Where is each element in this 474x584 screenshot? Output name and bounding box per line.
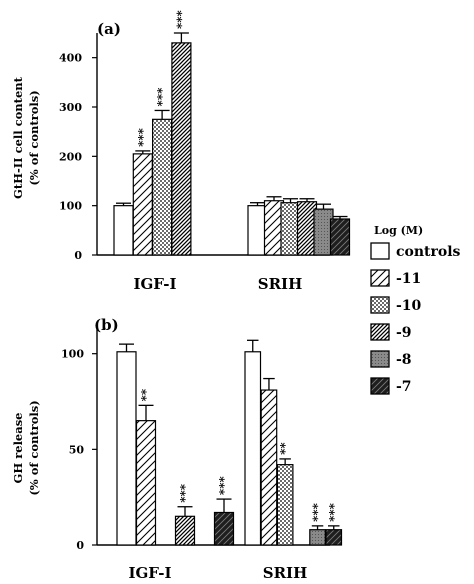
y-tick-label: 100	[59, 200, 82, 213]
panel-b-ylabel-sub: (% of controls)	[27, 400, 41, 495]
y-tick-label: 100	[61, 348, 84, 361]
significance-marker: **	[139, 388, 153, 401]
bar	[244, 351, 262, 546]
legend-label: -9	[396, 325, 412, 341]
significance-marker: ***	[155, 87, 169, 107]
bar	[135, 420, 157, 546]
bar	[260, 389, 278, 546]
legend-swatch	[370, 296, 390, 314]
legend-label: -7	[396, 379, 412, 395]
significance-marker: ***	[178, 483, 192, 503]
legend-swatch	[370, 242, 390, 260]
panel-b-category-srih: SRIH	[263, 564, 308, 582]
bar	[309, 529, 326, 546]
y-tick-label: 0	[76, 539, 84, 552]
bar	[174, 515, 196, 546]
bar	[113, 205, 134, 256]
bar	[116, 351, 137, 546]
panel-b-category-igf: IGF-I	[128, 564, 171, 582]
legend-swatch	[370, 350, 390, 368]
panel-b-bars: ***** ******** ***	[116, 339, 343, 546]
legend-label: -10	[396, 298, 422, 314]
significance-marker: **	[278, 442, 292, 455]
legend-swatch	[370, 269, 390, 287]
bar	[152, 118, 173, 256]
y-tick-label: 50	[69, 443, 85, 456]
significance-marker: ***	[311, 502, 325, 522]
bar	[132, 153, 153, 256]
panel-a-category-srih: SRIH	[258, 275, 303, 293]
legend-label: -8	[396, 352, 412, 368]
y-tick-label: 200	[59, 150, 82, 163]
significance-marker: ***	[327, 502, 341, 522]
y-tick-label: 400	[59, 52, 82, 65]
bar	[329, 218, 351, 256]
significance-marker: ***	[174, 9, 188, 29]
legend-items: controls -11 -10 -9 -8 -7	[370, 242, 461, 395]
legend-label: controls	[396, 244, 461, 260]
panel-b-label: (b)	[94, 316, 119, 334]
bar	[276, 464, 294, 546]
legend-swatch	[370, 323, 390, 341]
y-tick-label: 300	[59, 101, 82, 114]
legend-swatch	[370, 377, 390, 395]
panel-b-ylabel: GH release	[11, 413, 25, 484]
bar	[213, 511, 235, 546]
panel-a-category-igf: IGF-I	[133, 275, 176, 293]
bar	[171, 42, 192, 256]
significance-marker: ***	[217, 476, 231, 496]
panel-a: (a) GtH-II cell content (% of controls) …	[11, 9, 351, 293]
legend-title: Log (M)	[374, 224, 423, 237]
significance-marker: ***	[136, 127, 150, 147]
panel-a-axis: 0 100 200 300 400	[59, 33, 330, 262]
y-tick-label: 0	[74, 249, 82, 262]
bar	[325, 529, 343, 546]
legend-label: -11	[396, 271, 421, 287]
panel-b: (b) GH release (% of controls) 0 50 100 **…	[11, 316, 343, 582]
panel-a-label: (a)	[97, 20, 121, 38]
legend: Log (M) controls -11 -10 -9 -8 -7	[370, 224, 461, 395]
panel-a-bars: *** *** ***	[113, 9, 351, 256]
panel-a-ylabel-sub: (% of controls)	[27, 90, 41, 185]
panel-b-axis: 0 50 100	[61, 325, 330, 552]
panel-a-ylabel: GtH-II cell content	[11, 76, 25, 199]
